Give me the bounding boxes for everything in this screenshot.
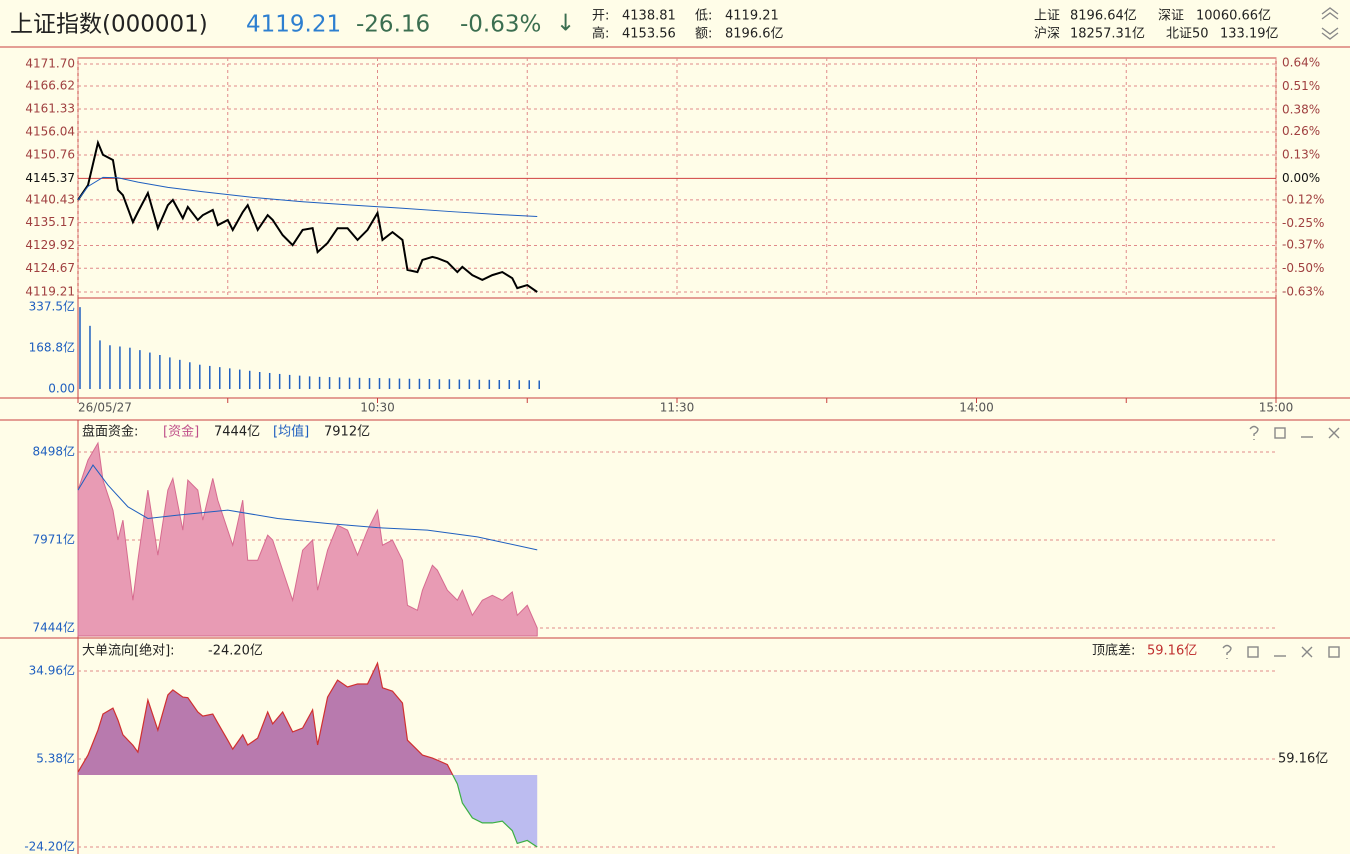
legend-label: [资金] (163, 424, 199, 440)
inflow-line (77, 661, 454, 776)
close-button[interactable] (1328, 427, 1340, 439)
y2-tick-label: -0.37% (1282, 238, 1324, 252)
market-value: 10060.66亿 (1196, 9, 1271, 24)
y-tick-label: 4145.37 (25, 171, 75, 185)
y-tick-label: 34.96亿 (29, 663, 75, 678)
fund-panel-buttons[interactable] (1249, 425, 1340, 441)
stat-value: 4119.21 (725, 9, 779, 24)
maximize-button[interactable] (1247, 646, 1259, 658)
market-label: 沪深 (1034, 26, 1060, 42)
market-label: 北证50 (1166, 27, 1209, 42)
y2-tick-label: 0.26% (1282, 124, 1320, 138)
fund-average-line (77, 464, 538, 551)
legend-value: 7912亿 (324, 425, 370, 440)
stat-label: 开: (592, 9, 609, 24)
panel-title: 大单流向[绝对]: (82, 643, 175, 659)
y-tick-label: 4161.33 (25, 102, 75, 116)
y2-tick-label: 0.38% (1282, 102, 1320, 116)
y-tick-label: 4166.62 (25, 79, 75, 93)
y-tick-label: 168.8亿 (29, 339, 75, 354)
maximize-button[interactable] (1274, 427, 1286, 439)
y-tick-label: 4171.70 (25, 56, 75, 70)
y-tick-label: 4140.43 (25, 192, 75, 206)
trend-arrow: ↓ (556, 11, 575, 37)
y-tick-label: 0.00 (48, 382, 75, 396)
y-tick-label: 4135.17 (25, 215, 75, 229)
y-tick-label: -24.20亿 (24, 839, 75, 854)
stat-label: 低: (695, 9, 712, 24)
y-tick-label: 4129.92 (25, 238, 75, 252)
scroll-up[interactable] (1321, 7, 1339, 20)
stat-value: 4153.56 (622, 27, 676, 42)
y-tick-label: 337.5亿 (29, 298, 75, 313)
fund-area (77, 441, 538, 637)
legend-value: 7444亿 (214, 425, 260, 440)
y-tick-label: 8498亿 (32, 444, 75, 459)
y2-tick-label: 0.51% (1282, 79, 1320, 93)
range-label: 顶底差: (1092, 643, 1135, 659)
x-tick-label: 26/05/27 (78, 401, 132, 415)
help-button[interactable] (1249, 425, 1259, 441)
restore-button[interactable] (1328, 646, 1340, 658)
market-label: 深证 (1158, 9, 1184, 24)
y-tick-label: 5.38亿 (36, 751, 75, 766)
market-value: 8196.64亿 (1070, 9, 1137, 24)
stat-label: 额: (695, 27, 712, 42)
y-tick-label: 4124.67 (25, 261, 75, 275)
y2-tick-label: 0.00% (1282, 171, 1320, 185)
index-title: 上证指数(000001) (10, 12, 208, 38)
y-tick-label: 7971亿 (32, 532, 75, 547)
x-tick-label: 11:30 (660, 401, 695, 415)
panel-title: 盘面资金: (82, 424, 138, 440)
change-pct: -0.63% (460, 12, 541, 38)
axis-right-label: 59.16亿 (1278, 752, 1328, 767)
market-value: 18257.31亿 (1070, 27, 1145, 42)
price-line (77, 139, 538, 293)
flow-panel-buttons[interactable] (1222, 644, 1340, 660)
y2-tick-label: 0.13% (1282, 147, 1320, 161)
outflow-area (78, 775, 538, 848)
average-line (77, 176, 538, 217)
y-tick-label: 4156.04 (25, 125, 75, 139)
y2-tick-label: -0.63% (1282, 285, 1324, 299)
panel-value: -24.20亿 (208, 644, 263, 659)
stat-label: 高: (592, 26, 609, 42)
x-tick-label: 14:00 (959, 401, 994, 415)
y2-tick-label: -0.12% (1282, 193, 1324, 207)
y-tick-label: 7444亿 (32, 619, 75, 634)
x-tick-label: 15:00 (1259, 401, 1294, 415)
price: 4119.21 (246, 12, 341, 38)
y2-tick-label: 0.64% (1282, 55, 1320, 69)
stat-value: 4138.81 (622, 9, 676, 24)
y-tick-label: 4150.76 (25, 147, 75, 161)
outflow-line (452, 775, 538, 848)
change: -26.16 (356, 12, 430, 38)
market-label: 上证 (1034, 9, 1060, 24)
x-tick-label: 10:30 (360, 401, 395, 415)
scroll-buttons[interactable] (1321, 7, 1339, 40)
y2-tick-label: -0.25% (1282, 216, 1324, 230)
legend-label: [均值] (273, 424, 309, 440)
help-button[interactable] (1222, 644, 1232, 660)
range-value: 59.16亿 (1147, 644, 1197, 659)
y-tick-label: 4119.21 (25, 285, 75, 299)
y2-tick-label: -0.50% (1282, 261, 1324, 275)
scroll-down[interactable] (1321, 27, 1339, 40)
market-value: 133.19亿 (1220, 27, 1279, 42)
stat-value: 8196.6亿 (725, 27, 784, 42)
close-button[interactable] (1301, 646, 1313, 658)
